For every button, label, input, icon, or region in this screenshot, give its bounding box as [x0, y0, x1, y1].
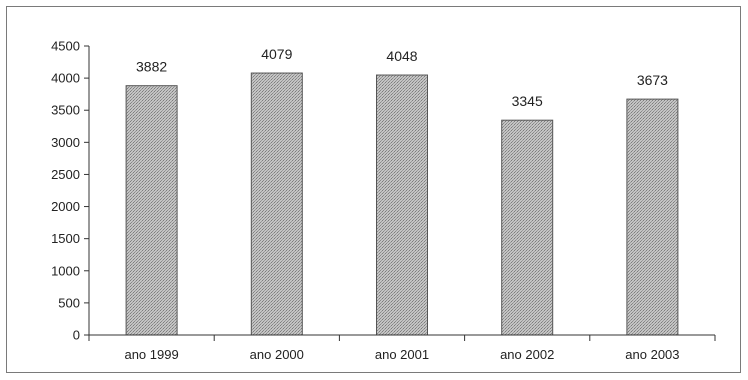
bar: [501, 119, 554, 336]
y-tick-label: 2500: [51, 167, 80, 182]
y-tick-label: 1500: [51, 231, 80, 246]
data-label: 3673: [637, 72, 668, 88]
y-tick-label: 4000: [51, 71, 80, 86]
y-tick-label: 0: [73, 328, 80, 343]
y-axis: 0 500 1000 1500 2000 2500 3000 3500 4000 4500: [51, 39, 90, 343]
bar: [376, 74, 428, 336]
bar: [250, 72, 303, 336]
bar-chart: 0 500 1000 1500 2000 2500 3000 3500 4000 4500 388…: [51, 39, 716, 362]
y-tick-label: 1000: [51, 263, 80, 278]
bar: [626, 98, 679, 336]
x-axis: ano 1999 ano 2000 ano 2001 ano 2002 ano 2003: [88, 334, 716, 362]
x-tick-label: ano 2000: [250, 347, 304, 362]
data-label: 3882: [136, 59, 167, 75]
data-label: 3345: [512, 93, 543, 109]
chart-frame: 0 500 1000 1500 2000 2500 3000 3500 4000 4500 388…: [6, 6, 741, 373]
x-tick-label: ano 2001: [375, 347, 429, 362]
data-label: 4079: [261, 46, 292, 62]
y-tick-label: 3500: [51, 103, 80, 118]
bars: 3882 4079 4048 3345 3673: [125, 46, 679, 336]
bar: [125, 85, 178, 336]
x-tick-label: ano 2003: [625, 347, 679, 362]
y-tick-label: 4500: [51, 39, 80, 54]
y-tick-label: 2000: [51, 199, 80, 214]
data-label: 4048: [386, 48, 417, 64]
y-tick-label: 500: [58, 295, 80, 310]
y-tick-label: 3000: [51, 135, 80, 150]
x-tick-label: ano 2002: [500, 347, 554, 362]
x-tick-label: ano 1999: [124, 347, 178, 362]
